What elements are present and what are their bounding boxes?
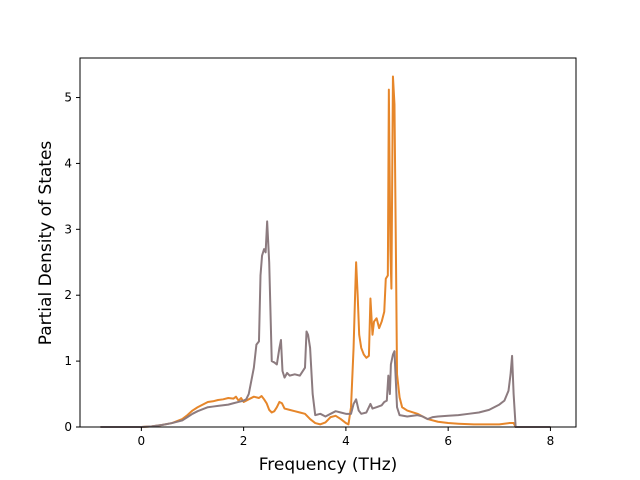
x-tick-label: 6 — [444, 434, 452, 448]
x-ticks: 0 2 4 6 8 — [138, 427, 555, 448]
y-tick-label: 0 — [64, 420, 72, 434]
y-tick-label: 5 — [64, 91, 72, 105]
plot-frame — [79, 57, 577, 428]
y-axis-label: Partial Density of States — [36, 141, 56, 346]
y-tick-label: 1 — [64, 354, 72, 368]
y-tick-label: 4 — [64, 156, 72, 170]
plot-area — [80, 58, 576, 427]
x-tick-label: 4 — [342, 434, 350, 448]
x-tick-label: 8 — [547, 434, 555, 448]
series-line-1 — [100, 75, 551, 428]
x-tick-label: 0 — [138, 434, 146, 448]
y-tick-label: 2 — [64, 288, 72, 302]
series-line-2 — [100, 220, 551, 428]
x-axis-label: Frequency (THz) — [259, 455, 398, 475]
y-tick-label: 3 — [64, 222, 72, 236]
y-ticks: 0 1 2 3 4 5 — [64, 91, 80, 434]
x-tick-label: 2 — [240, 434, 248, 448]
series-layer — [100, 75, 551, 428]
